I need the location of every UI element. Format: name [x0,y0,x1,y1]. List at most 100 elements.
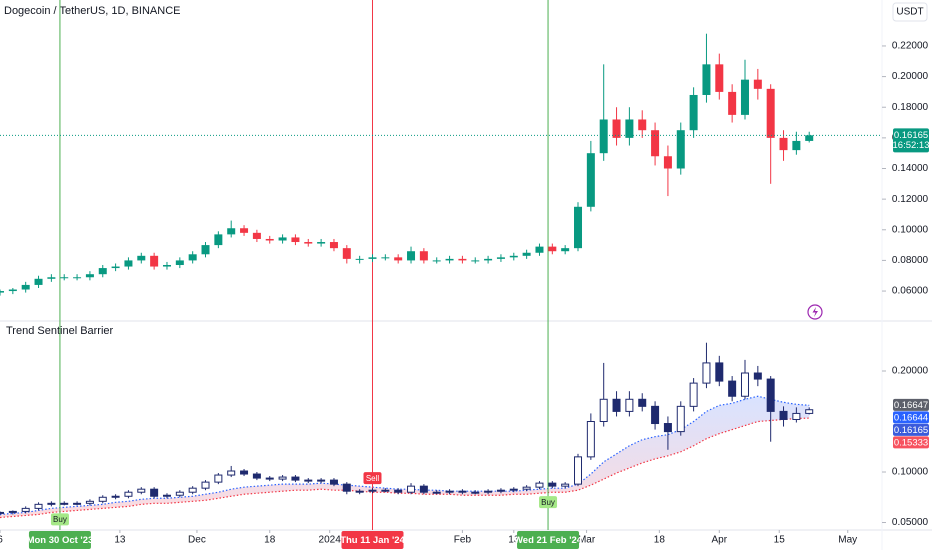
indicator-price-label: 0.16647 [894,400,928,411]
signal-date-box [517,531,580,549]
indicator-candle-body [702,362,711,384]
indicator-candle-body [98,496,107,502]
indicator-candle-body [484,490,493,493]
indicator-price-box [893,398,929,411]
candle-body [779,137,788,151]
candle-body [265,238,274,241]
candle-body [240,228,249,233]
indicator-price-label: 0.15333 [894,437,928,448]
candle-body [561,248,570,252]
candle-body [689,94,698,131]
indicator-candle-body [766,378,775,412]
indicator-candle-body [355,490,364,493]
candle-body [394,257,403,261]
indicator-candle-body [419,485,428,493]
signal-badge-label: Buy [541,498,555,507]
x-tick-label: 13 [114,535,126,546]
candle-body [432,260,441,262]
y-tick-label: 0.10000 [892,467,929,478]
indicator-candle-body [394,489,403,493]
candle-body [98,268,107,275]
indicator-candle-body [496,489,505,492]
indicator-candle-body [8,510,17,513]
y-tick-label: 0.06000 [892,286,929,297]
candle-body [740,79,749,115]
x-tick-label: 2024 [319,535,342,546]
candle-body [753,79,762,89]
indicator-candle-body [137,488,146,493]
candle-body [484,258,493,261]
last-price-label: 0.16165 [894,130,928,141]
indicator-candle-body [689,382,698,407]
candle-body [612,119,621,138]
indicator-candle-body [329,479,338,485]
candle-body [137,255,146,261]
indicator-candle-body [162,494,171,497]
candle-body [381,257,390,259]
x-tick-label: 6 [0,535,3,546]
indicator-candle-body [381,489,390,492]
indicator-candle-body [458,490,467,493]
candle-body [651,130,660,157]
candle-body [368,257,377,259]
x-tick-label: Mar [578,535,596,546]
indicator-candle-body [188,487,197,493]
indicator-candle-body [535,482,544,488]
indicator-candle-body [252,473,261,479]
indicator-candle-body [805,409,814,414]
indicator-candle-body [728,380,737,397]
signal-date-label: Mon 30 Oct '23 [27,535,94,546]
currency-button[interactable] [892,2,928,22]
signal-date-box [28,531,91,549]
indicator-candle-body [432,491,441,494]
indicator-candle-body [407,485,416,493]
signal-badge [539,496,558,509]
indicator-candle-body [0,511,4,514]
y-tick-label: 0.05000 [892,517,929,528]
candle-body [574,206,583,249]
indicator-candle-body [740,372,749,397]
indicator-candle-body [612,398,621,412]
indicator-candle-body [561,483,570,487]
signal-date-label: Thu 11 Jan '24 [340,535,405,546]
x-tick-label: May [838,535,857,546]
y-tick-label: 0.10000 [892,224,929,235]
candle-body [496,257,505,259]
indicator-candle-body [574,456,583,485]
indicator-candle-body [73,502,82,505]
indicator-price-label: 0.16165 [894,425,928,436]
candle-body [85,274,94,278]
indicator-candle-body [522,486,531,490]
indicator-candle-body [21,507,30,512]
indicator-candle-body [304,479,313,482]
indicator-candle-body [586,421,595,458]
candle-body [175,260,184,266]
candle-body [73,277,82,279]
candle-body [522,252,531,256]
y-tick-label: 0.20000 [892,71,929,82]
x-tick-label: Dec [188,535,206,546]
candle-body [625,119,634,138]
candle-body [715,64,724,92]
candle-body [34,278,43,285]
signal-badge-label: Sell [366,474,380,483]
indicator-candle-body [278,476,287,480]
y-tick-label: 0.12000 [892,194,929,205]
candle-body [111,266,120,269]
candle-body [548,246,557,252]
candle-body [419,251,428,261]
candle-body [278,237,287,241]
alert-icon[interactable] [807,304,823,320]
candle-body [47,277,56,279]
indicator-candle-body [548,482,557,487]
x-tick-label: 13 [508,535,520,546]
indicator-candle-body [317,479,326,482]
candle-body [702,64,711,95]
candle-body [214,234,223,246]
indicator-candle-body [60,502,69,505]
candle-body [792,140,801,151]
indicator-price-label: 0.16644 [894,412,928,423]
candle-body [445,258,454,261]
indicator-candle-body [509,488,518,491]
